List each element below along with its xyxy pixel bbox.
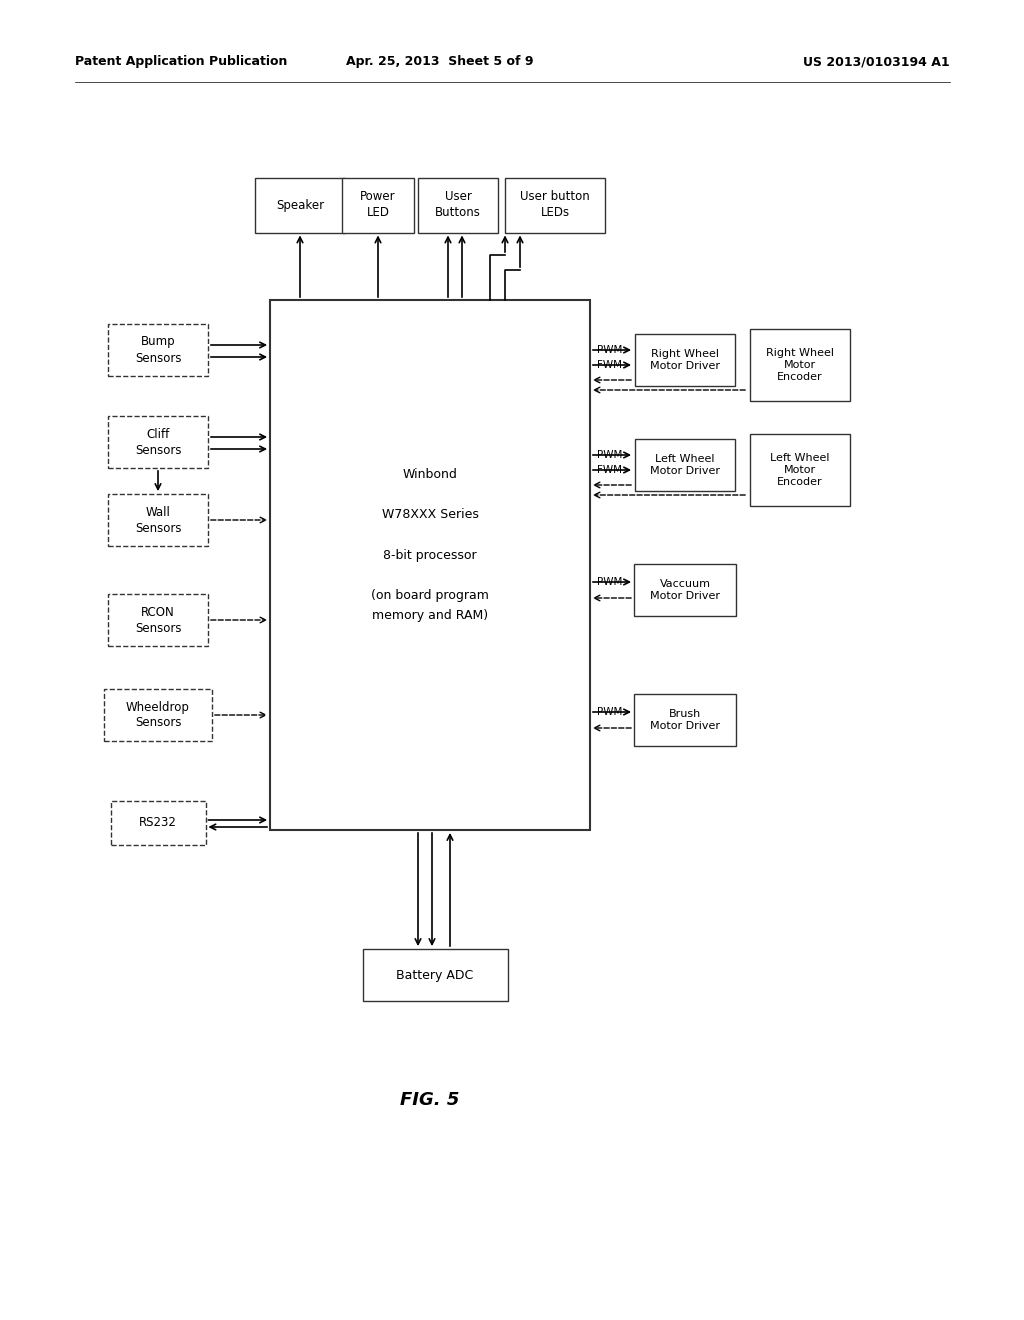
Text: User
Buttons: User Buttons — [435, 190, 481, 219]
Bar — [418, 177, 498, 232]
Text: FWM: FWM — [597, 360, 622, 370]
Bar — [634, 694, 736, 746]
Bar — [108, 416, 208, 469]
Text: FIG. 5: FIG. 5 — [400, 1092, 460, 1109]
Text: RCON
Sensors: RCON Sensors — [135, 606, 181, 635]
Text: Right Wheel
Motor Driver: Right Wheel Motor Driver — [650, 348, 720, 371]
Text: PWM: PWM — [597, 345, 623, 355]
Text: US 2013/0103194 A1: US 2013/0103194 A1 — [804, 55, 950, 69]
Text: Bump
Sensors: Bump Sensors — [135, 335, 181, 364]
Bar — [108, 594, 208, 645]
Text: Power
LED: Power LED — [360, 190, 396, 219]
Text: Wheeldrop
Sensors: Wheeldrop Sensors — [126, 701, 189, 730]
Text: User button
LEDs: User button LEDs — [520, 190, 590, 219]
Bar — [108, 323, 208, 376]
Bar — [634, 564, 736, 616]
Text: PWM: PWM — [597, 577, 623, 587]
Text: PWM: PWM — [597, 708, 623, 717]
Bar — [104, 689, 212, 741]
Text: Patent Application Publication: Patent Application Publication — [75, 55, 288, 69]
Text: Cliff
Sensors: Cliff Sensors — [135, 428, 181, 457]
Bar — [505, 177, 605, 232]
Text: Wall
Sensors: Wall Sensors — [135, 506, 181, 535]
Bar — [270, 300, 590, 830]
Text: Left Wheel
Motor Driver: Left Wheel Motor Driver — [650, 454, 720, 477]
Text: Winbond

W78XXX Series

8-bit processor

(on board program
memory and RAM): Winbond W78XXX Series 8-bit processor (o… — [371, 469, 488, 622]
Text: FWM: FWM — [597, 465, 622, 475]
Bar — [362, 949, 508, 1001]
Text: Brush
Motor Driver: Brush Motor Driver — [650, 709, 720, 731]
Bar — [750, 434, 850, 506]
Text: RS232: RS232 — [139, 817, 177, 829]
Bar — [255, 177, 345, 232]
Bar — [111, 801, 206, 845]
Bar — [750, 329, 850, 401]
Text: Left Wheel
Motor
Encoder: Left Wheel Motor Encoder — [770, 453, 829, 487]
Bar — [108, 494, 208, 546]
Text: Apr. 25, 2013  Sheet 5 of 9: Apr. 25, 2013 Sheet 5 of 9 — [346, 55, 534, 69]
Text: PWM: PWM — [597, 450, 623, 459]
Bar — [635, 440, 735, 491]
Text: Battery ADC: Battery ADC — [396, 969, 474, 982]
Bar — [635, 334, 735, 385]
Bar — [342, 177, 414, 232]
Text: Right Wheel
Motor
Encoder: Right Wheel Motor Encoder — [766, 347, 834, 383]
Text: Vaccuum
Motor Driver: Vaccuum Motor Driver — [650, 578, 720, 601]
Text: Speaker: Speaker — [275, 198, 324, 211]
